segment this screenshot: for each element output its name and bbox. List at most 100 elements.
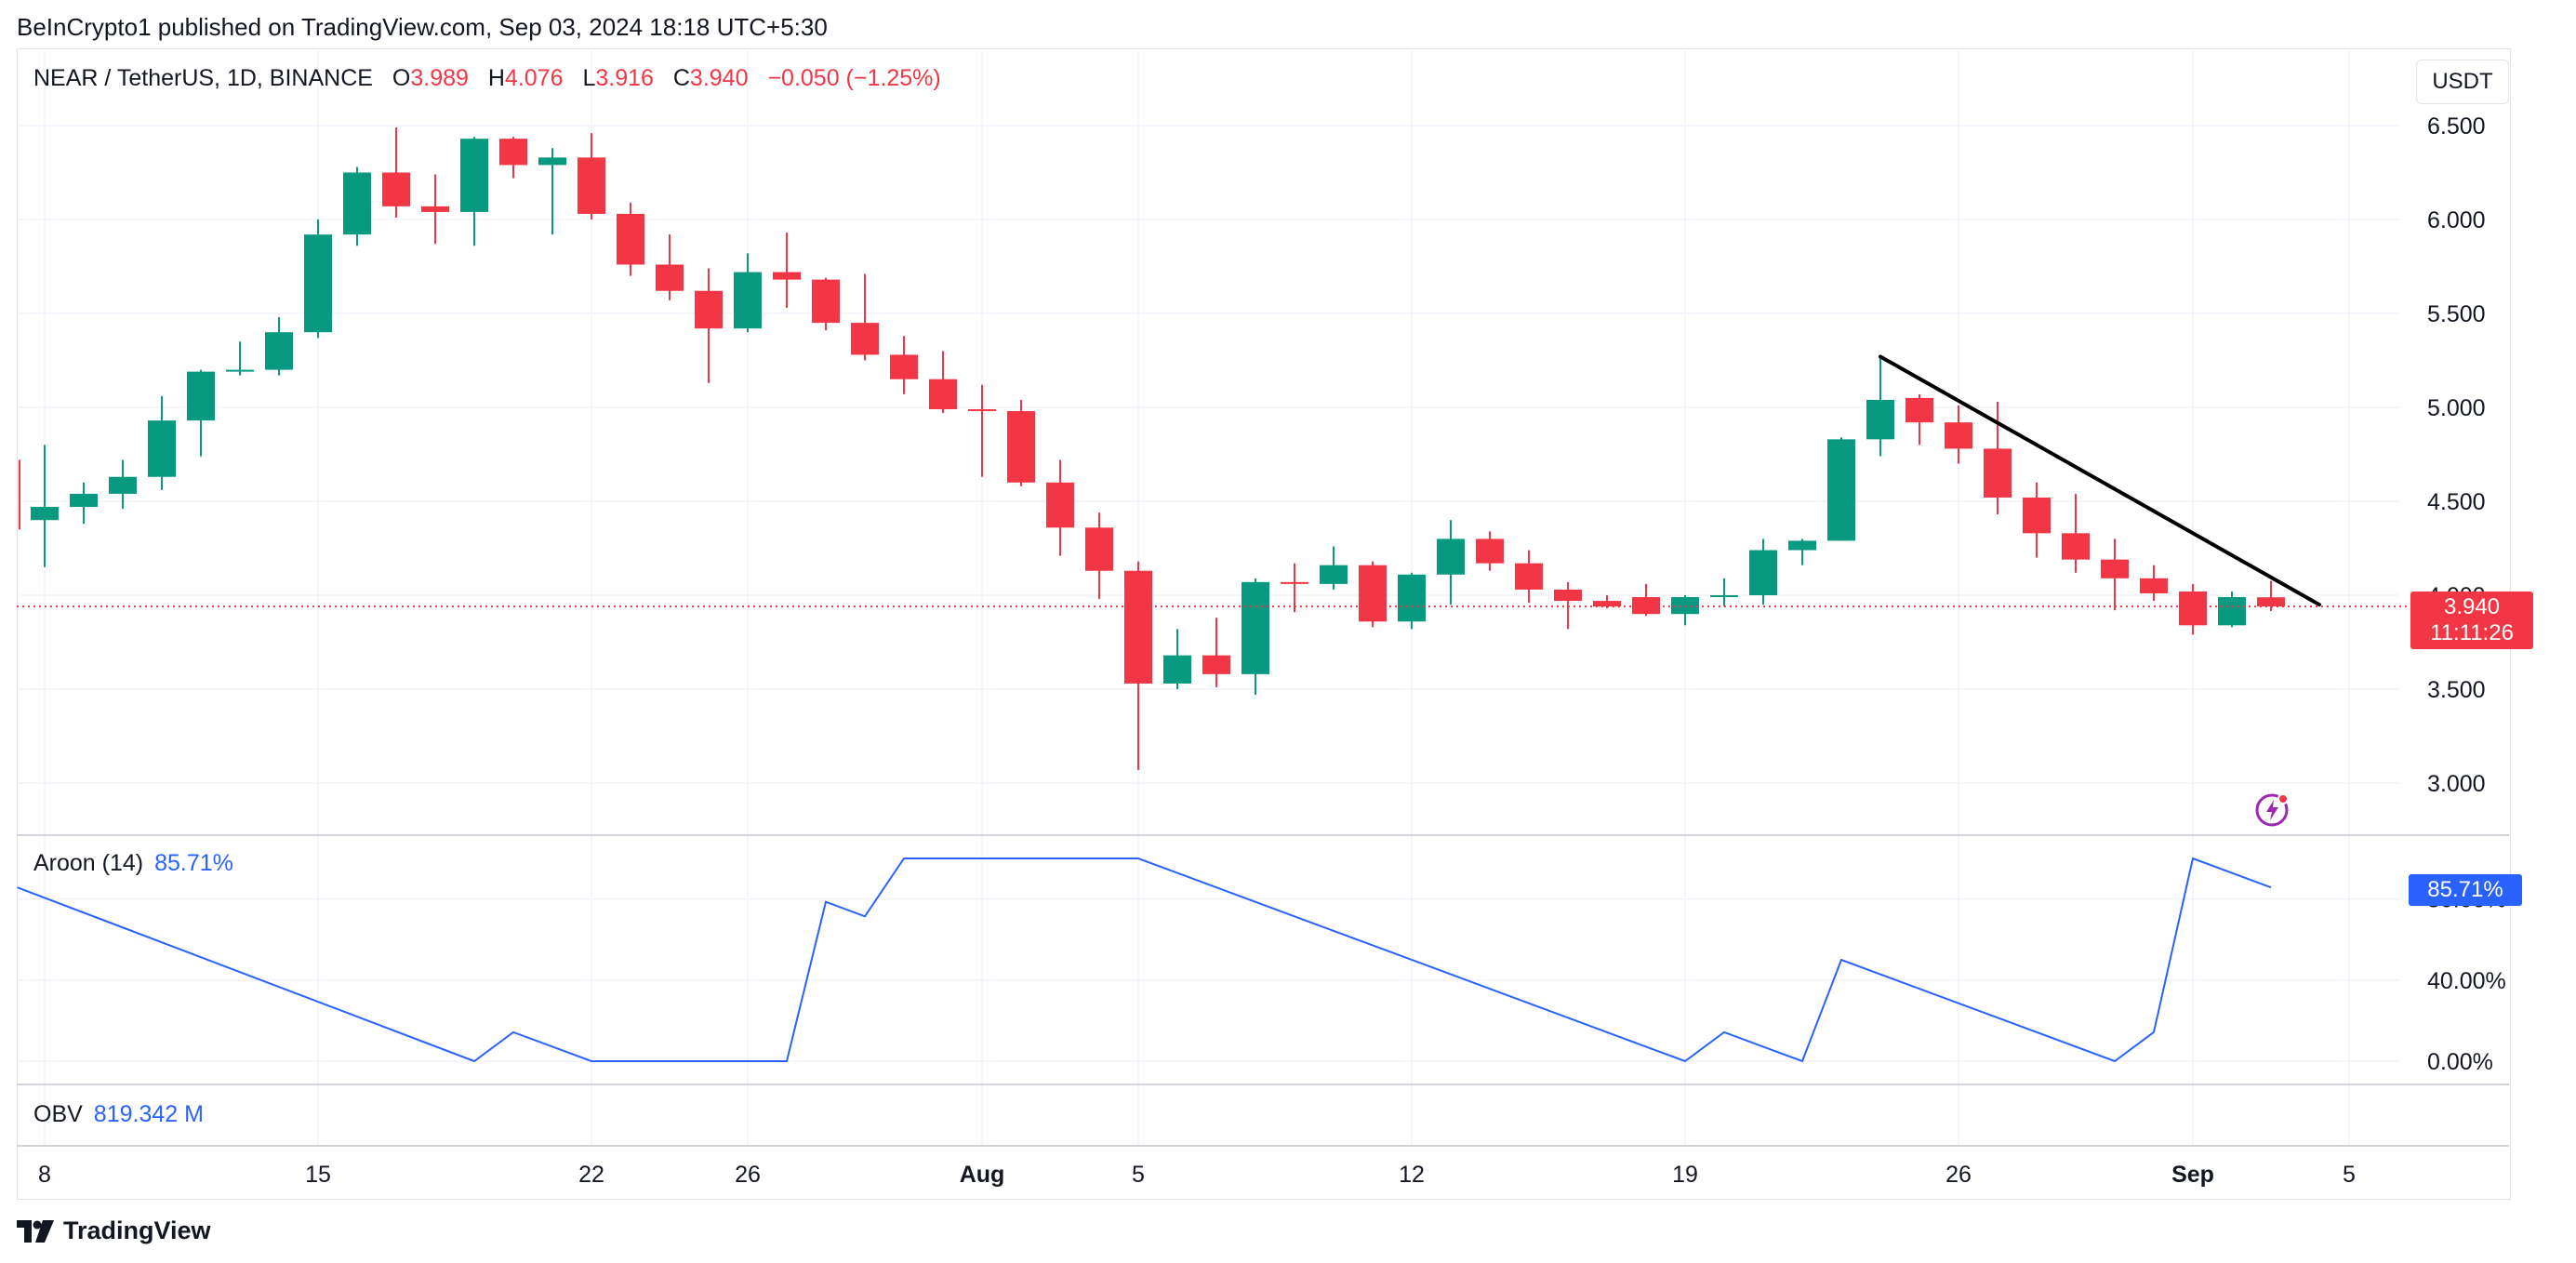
candle-body <box>304 234 332 333</box>
aroon-tick-label: 40.00% <box>2427 968 2506 994</box>
candle-body <box>890 354 918 379</box>
lightning-icon[interactable] <box>2254 791 2291 828</box>
candle-body <box>421 206 449 212</box>
time-tick-label: 5 <box>1132 1162 1145 1188</box>
candle-body <box>2257 597 2285 607</box>
candle-body <box>1320 565 1348 584</box>
candle-body <box>1749 550 1777 595</box>
candle-body <box>1398 574 1426 622</box>
aroon-layer <box>17 857 2272 1063</box>
price-tick-label: 6.500 <box>2427 113 2486 140</box>
tradingview-logo-icon <box>17 1219 54 1243</box>
candle-body <box>1593 601 1621 607</box>
candle-body <box>2062 533 2090 560</box>
candle-body <box>1281 581 1308 584</box>
candles-layer <box>19 127 2285 770</box>
trendline <box>1879 354 2321 607</box>
candle-body <box>1788 540 1816 551</box>
candle-body <box>578 157 605 214</box>
publisher-line: BeInCrypto1 published on TradingView.com… <box>17 13 828 41</box>
price-tick-label: 5.500 <box>2427 301 2486 327</box>
low-label: L <box>582 65 596 91</box>
price-tick-label: 3.500 <box>2427 677 2486 703</box>
time-tick-label: 26 <box>735 1162 761 1188</box>
obv-label: OBV <box>33 1101 83 1127</box>
price-tick-label: 3.000 <box>2427 771 2486 797</box>
axis-labels-layer: 6.5006.0005.5005.0004.5004.0003.5003.000… <box>38 113 2506 1188</box>
aroon-label: Aroon (14) <box>33 850 144 876</box>
candle-body <box>2218 597 2246 626</box>
candle-body <box>1866 399 1894 440</box>
candle-body <box>1437 538 1465 575</box>
candle-body <box>460 139 488 212</box>
tradingview-logo[interactable]: TradingView <box>17 1216 211 1245</box>
candle-body <box>1163 655 1191 684</box>
open-value: 3.989 <box>410 65 469 91</box>
candle-body <box>1554 589 1582 602</box>
candle-body <box>31 507 59 521</box>
candle-body <box>1710 595 1738 598</box>
price-tick-label: 6.000 <box>2427 207 2486 233</box>
candle-body <box>1124 570 1152 684</box>
candle-body <box>1202 655 1230 674</box>
time-tick-label: 19 <box>1672 1162 1698 1188</box>
candle-body <box>695 290 723 329</box>
candle-body <box>538 157 566 166</box>
candle-body <box>70 493 98 508</box>
trendline-layer <box>1879 354 2321 607</box>
candle-body <box>656 264 684 291</box>
candle-body <box>1085 527 1113 571</box>
time-tick-label: 12 <box>1399 1162 1425 1188</box>
candle-body <box>1242 581 1269 674</box>
candle-body <box>187 371 215 421</box>
candle-body <box>1632 597 1660 615</box>
time-tick-label: 15 <box>305 1162 331 1188</box>
price-tick-label: 5.000 <box>2427 395 2486 421</box>
symbol-name: NEAR / TetherUS, 1D, BINANCE <box>33 65 373 91</box>
aroon-value-badge: 85.71% <box>2409 874 2522 906</box>
candle-body <box>1359 565 1387 622</box>
high-label: H <box>487 65 505 91</box>
candle-body <box>734 272 762 329</box>
close-value: 3.940 <box>689 65 749 91</box>
time-tick-label: 22 <box>578 1162 604 1188</box>
last-price-value: 3.940 <box>2443 594 2501 619</box>
time-tick-label: Sep <box>2171 1162 2214 1188</box>
candle-body <box>2179 591 2207 626</box>
candle-body <box>1046 482 1074 528</box>
candle-body <box>851 323 879 355</box>
last-price-badge: 3.940 11:11:26 <box>2410 592 2533 649</box>
high-value: 4.076 <box>504 65 564 91</box>
low-value: 3.916 <box>595 65 654 91</box>
candle-body <box>968 409 996 412</box>
aroon-value: 85.71% <box>154 850 233 876</box>
symbol-legend: NEAR / TetherUS, 1D, BINANCE O3.989 H4.0… <box>33 65 941 92</box>
candle-body <box>1827 439 1855 541</box>
candle-body <box>1515 563 1543 590</box>
candle-body <box>1671 597 1699 615</box>
candle-body <box>812 279 840 324</box>
candle-body <box>499 139 527 166</box>
open-label: O <box>392 65 411 91</box>
candle-body <box>2101 559 2129 578</box>
close-label: C <box>672 65 690 91</box>
candle-body <box>1905 397 1933 423</box>
time-tick-label: 8 <box>38 1162 51 1188</box>
time-tick-label: 26 <box>1945 1162 1972 1188</box>
candle-countdown: 11:11:26 <box>2430 620 2514 645</box>
currency-button[interactable]: USDT <box>2416 60 2509 104</box>
grid-layer <box>17 48 2399 1146</box>
price-tick-label: 4.500 <box>2427 489 2486 515</box>
candle-body <box>2140 578 2168 593</box>
candle-body <box>148 420 176 477</box>
candle-body <box>1007 411 1035 483</box>
candle-body <box>929 379 957 410</box>
candle-body <box>773 272 801 280</box>
candle-body <box>1984 448 2012 498</box>
pane-separators <box>17 834 2509 1147</box>
time-tick-label: 5 <box>2343 1162 2356 1188</box>
candle-body <box>265 332 293 370</box>
aroon-tick-label: 0.00% <box>2427 1049 2493 1075</box>
aroon-legend: Aroon (14) 85.71% <box>33 850 233 877</box>
